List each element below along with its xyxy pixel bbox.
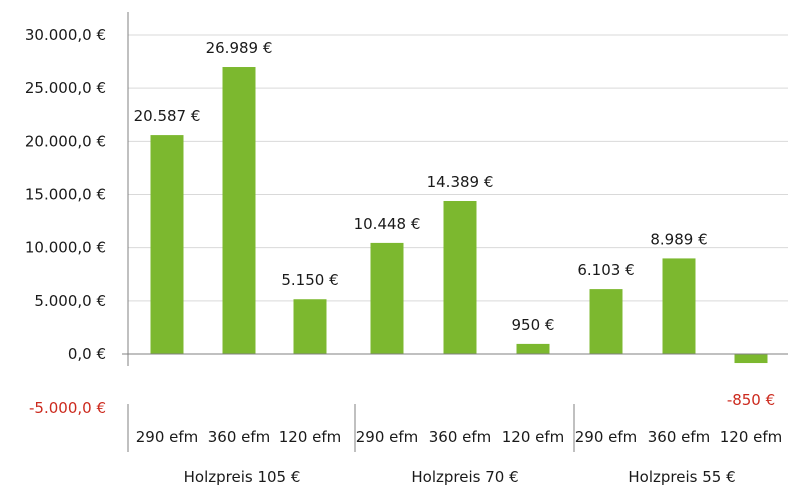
bar	[150, 135, 184, 354]
y-tick-label: 25.000,0 €	[25, 79, 106, 97]
y-tick-label: 5.000,0 €	[34, 292, 106, 310]
y-tick-label: 15.000,0 €	[25, 186, 106, 204]
bar	[589, 289, 623, 354]
data-label: 5.150 €	[281, 271, 338, 289]
bar	[293, 299, 327, 354]
x-category-label: 360 efm	[429, 428, 492, 446]
data-label: 20.587 €	[134, 107, 201, 125]
y-axis-tick-labels: 30.000,0 € 25.000,0 € 20.000,0 € 15.000,0 €…	[25, 26, 106, 417]
bar	[516, 343, 550, 354]
x-category-label: 360 efm	[208, 428, 271, 446]
x-axis-group-labels: Holzpreis 105 € Holzpreis 70 € Holzpreis 5…	[184, 468, 736, 486]
y-tick-label: 20.000,0 €	[25, 132, 106, 150]
axes	[122, 12, 788, 452]
y-tick-label: 30.000,0 €	[25, 26, 106, 44]
x-axis-category-labels: 290 efm 360 efm 120 efm 290 efm 360 efm 120 e…	[136, 428, 783, 446]
x-group-label: Holzpreis 70 €	[411, 468, 518, 486]
x-category-label: 360 efm	[648, 428, 711, 446]
x-category-label: 290 efm	[356, 428, 419, 446]
data-label: 8.989 €	[650, 230, 707, 248]
data-label: 6.103 €	[577, 261, 634, 279]
bars	[150, 67, 768, 364]
bar	[222, 67, 256, 354]
y-tick-label: 0,0 €	[68, 345, 106, 363]
bar	[443, 200, 477, 354]
x-category-label: 120 efm	[502, 428, 565, 446]
bar	[370, 242, 404, 354]
x-category-label: 120 efm	[720, 428, 783, 446]
y-tick-label: -5.000,0 €	[29, 399, 106, 417]
y-tick-label: 10.000,0 €	[25, 239, 106, 257]
x-category-label: 290 efm	[575, 428, 638, 446]
data-labels: 20.587 € 26.989 € 5.150 € 10.448 € 14.389 € 9…	[134, 39, 776, 409]
data-label: 950 €	[512, 316, 555, 334]
x-group-label: Holzpreis 105 €	[184, 468, 301, 486]
bar	[734, 354, 768, 364]
bar	[662, 258, 696, 354]
data-label: -850 €	[727, 391, 775, 409]
x-category-label: 290 efm	[136, 428, 199, 446]
x-group-label: Holzpreis 55 €	[628, 468, 735, 486]
data-label: 14.389 €	[427, 173, 494, 191]
data-label: 10.448 €	[354, 215, 421, 233]
x-category-label: 120 efm	[279, 428, 342, 446]
data-label: 26.989 €	[206, 39, 273, 57]
